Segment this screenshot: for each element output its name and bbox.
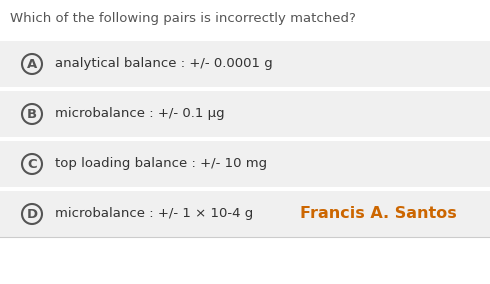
Bar: [0, 41, 490, 87]
Text: Which of the following pairs is incorrectly matched?: Which of the following pairs is incorrec…: [10, 12, 356, 25]
Bar: [0, 141, 490, 187]
Text: A: A: [27, 57, 37, 70]
Bar: [0, 91, 490, 137]
Text: Francis A. Santos: Francis A. Santos: [300, 206, 457, 222]
Text: C: C: [27, 158, 37, 170]
Text: microbalance : +/- 0.1 µg: microbalance : +/- 0.1 µg: [55, 108, 224, 120]
Bar: [0, 191, 490, 237]
Text: microbalance : +/- 1 × 10-4 g: microbalance : +/- 1 × 10-4 g: [55, 208, 253, 220]
Text: D: D: [26, 208, 38, 220]
Text: top loading balance : +/- 10 mg: top loading balance : +/- 10 mg: [55, 158, 267, 170]
Text: B: B: [27, 108, 37, 120]
Text: analytical balance : +/- 0.0001 g: analytical balance : +/- 0.0001 g: [55, 57, 273, 70]
